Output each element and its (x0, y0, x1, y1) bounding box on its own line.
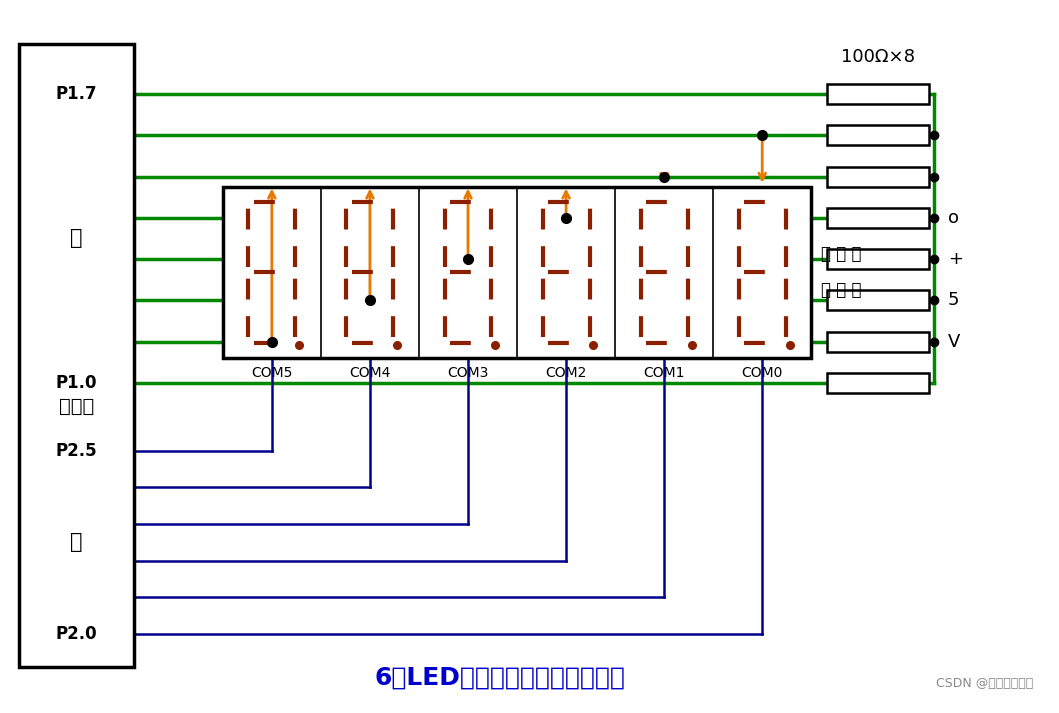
Text: 单片机: 单片机 (59, 397, 94, 416)
Text: 5: 5 (948, 292, 959, 309)
Text: 显 示 器: 显 示 器 (821, 281, 862, 299)
Text: V: V (948, 333, 961, 351)
Text: P1.7: P1.7 (56, 85, 97, 103)
Text: 共 阴 极: 共 阴 极 (821, 245, 862, 263)
Text: COM3: COM3 (447, 366, 488, 380)
Text: P2.0: P2.0 (56, 625, 97, 643)
Bar (827, 167, 929, 187)
Bar (19, 44, 134, 667)
Text: 100Ω×8: 100Ω×8 (841, 48, 915, 66)
Bar (827, 290, 929, 310)
Text: P1.0: P1.0 (56, 374, 97, 392)
Text: 6位LED数码管动态显示接口电路: 6位LED数码管动态显示接口电路 (375, 666, 626, 689)
Text: COM4: COM4 (349, 366, 391, 380)
Text: ～: ～ (71, 228, 83, 248)
Text: P2.5: P2.5 (56, 441, 97, 460)
Text: CSDN @阿杰学习笔记: CSDN @阿杰学习笔记 (936, 677, 1034, 689)
Text: o: o (948, 209, 958, 227)
Text: COM5: COM5 (251, 366, 292, 380)
Text: +: + (948, 250, 963, 268)
Bar (827, 373, 929, 393)
Bar (827, 125, 929, 145)
Bar (222, 187, 811, 358)
Text: ～: ～ (71, 533, 83, 553)
Text: COM2: COM2 (545, 366, 587, 380)
Text: COM0: COM0 (741, 366, 783, 380)
Bar (827, 249, 929, 269)
Bar (827, 84, 929, 104)
Bar (827, 208, 929, 227)
Bar (827, 332, 929, 352)
Text: COM1: COM1 (644, 366, 685, 380)
